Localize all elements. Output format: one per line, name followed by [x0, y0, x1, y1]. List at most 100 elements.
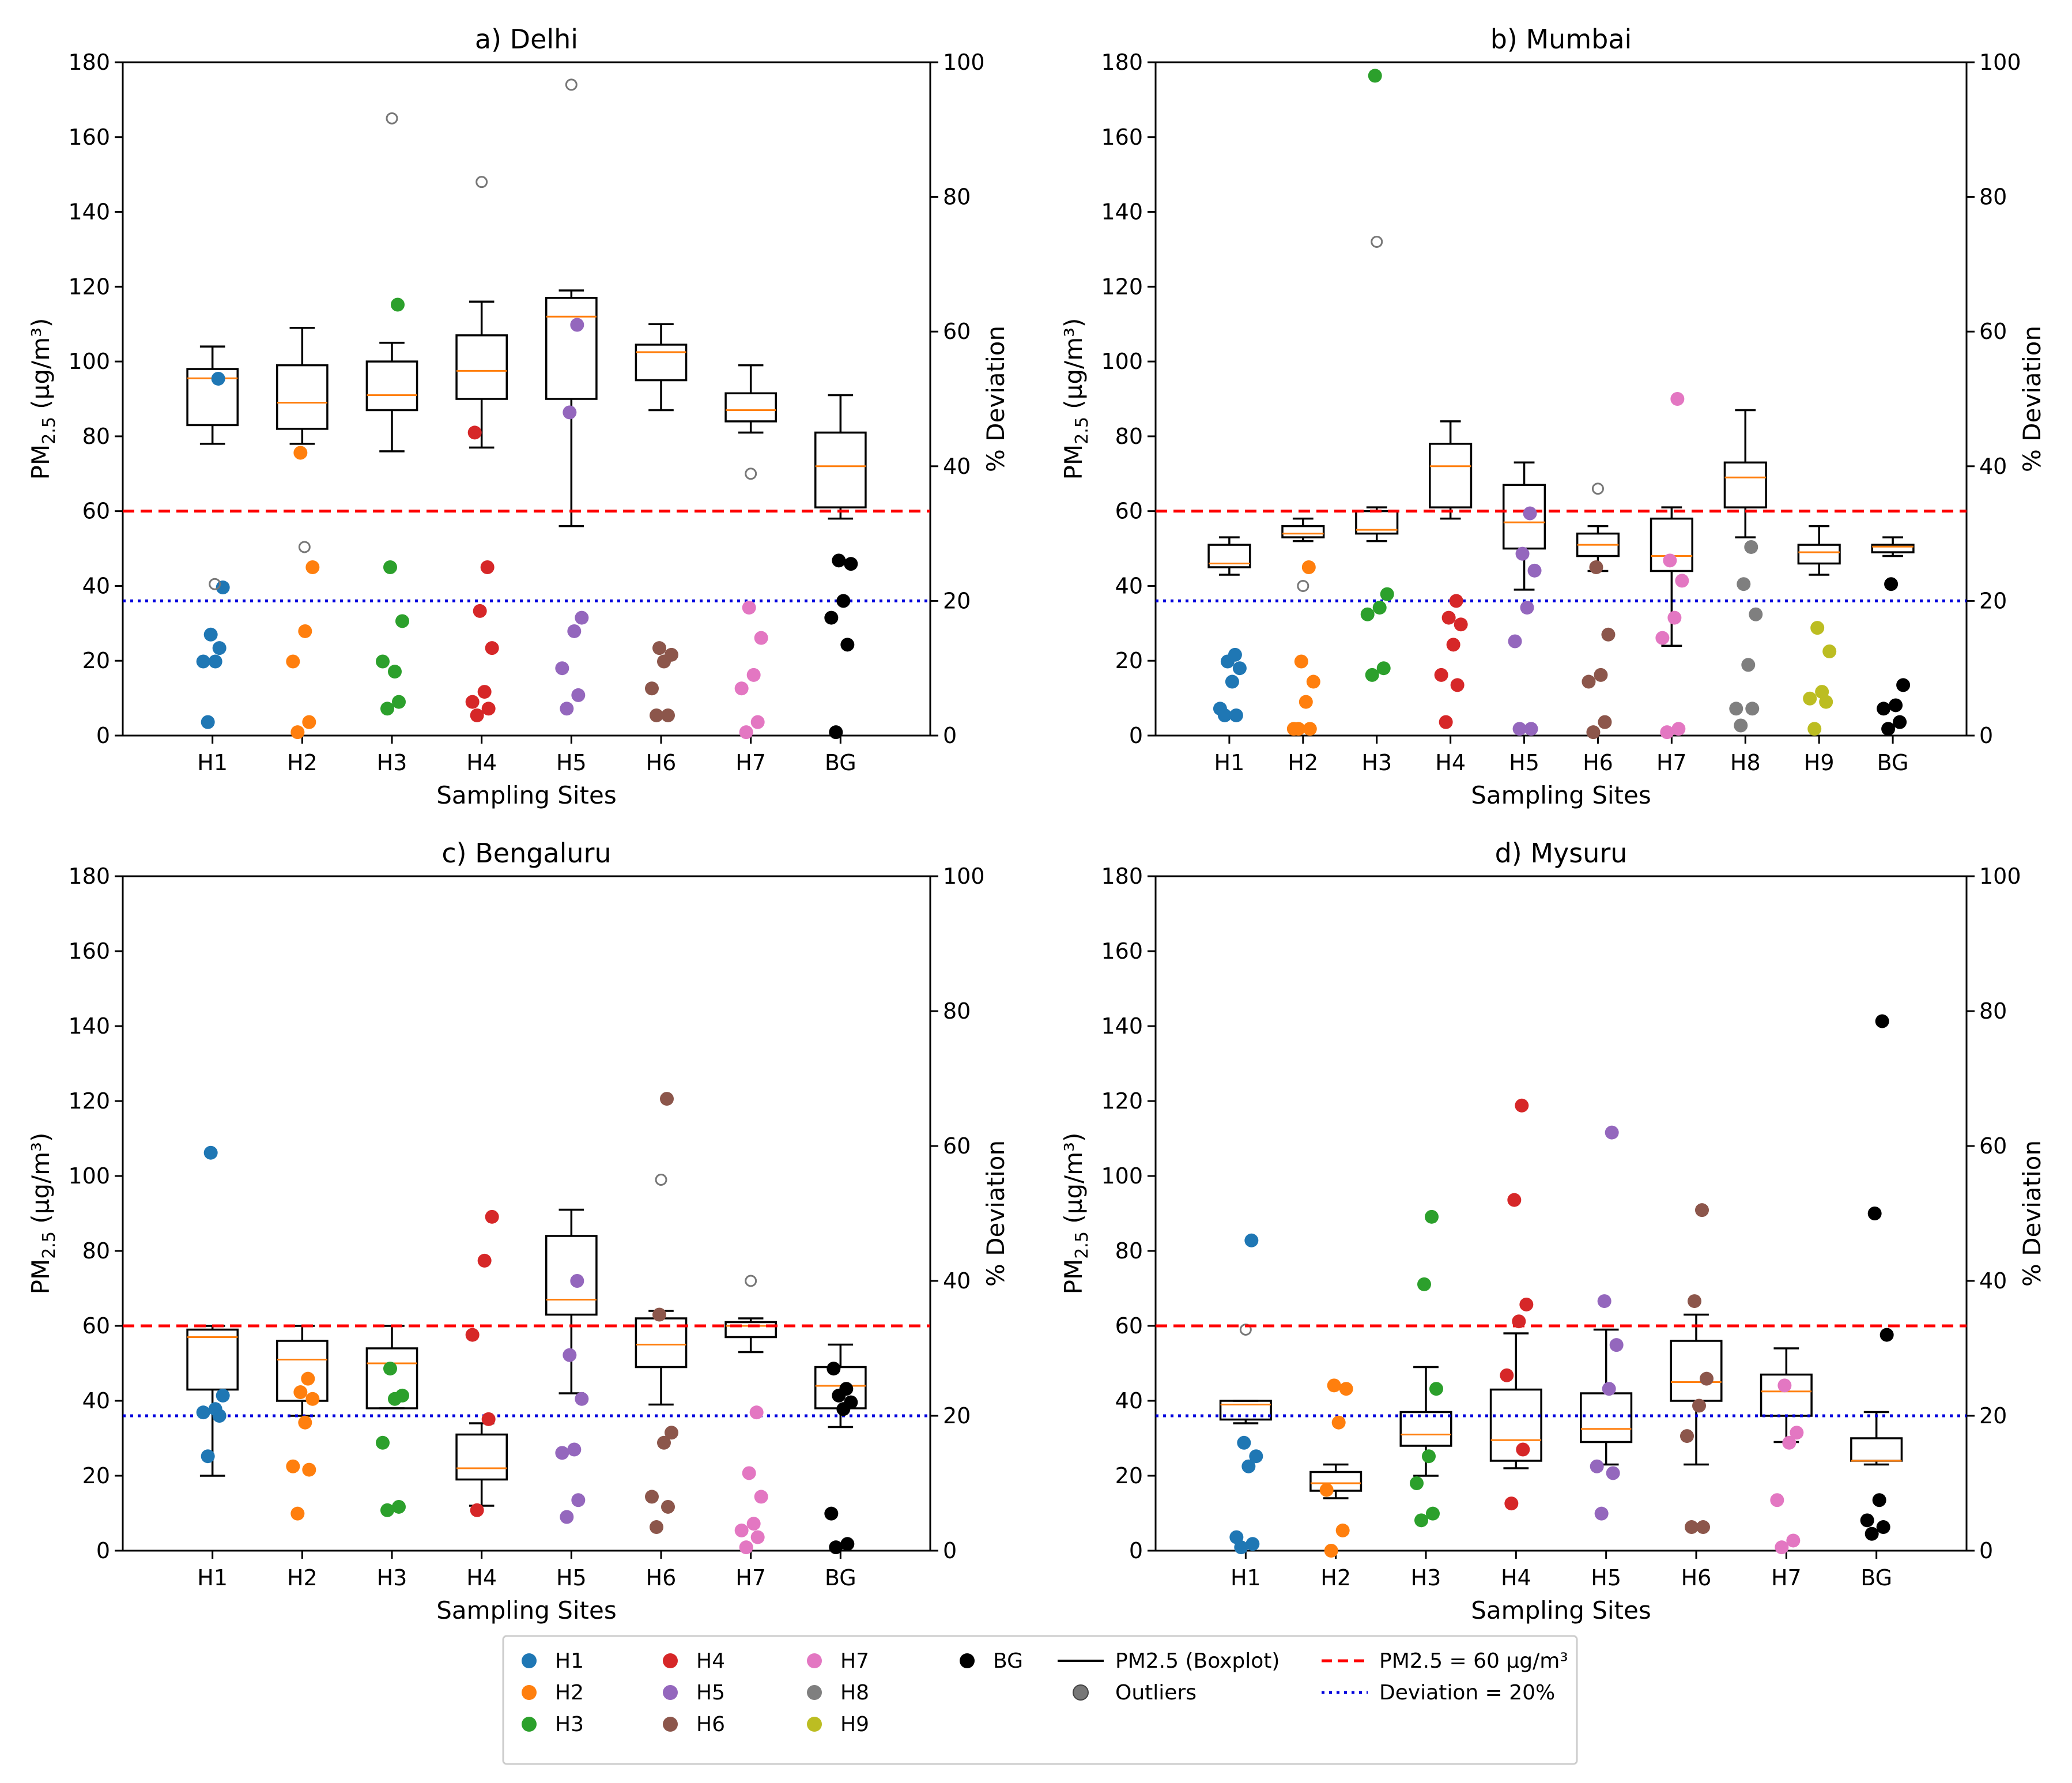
boxplot-outlier: [475, 176, 488, 189]
deviation-points-h5: [555, 318, 589, 716]
deviation-point: [1425, 1209, 1439, 1224]
iqr-box: [1723, 461, 1767, 508]
deviation-points-h3: [1360, 69, 1394, 682]
deviation-point: [839, 1382, 854, 1396]
left-tick-label: 160: [1101, 938, 1143, 964]
deviation-point: [746, 668, 761, 682]
deviation-points-h7: [734, 601, 768, 740]
x-tick-label: BG: [825, 750, 856, 775]
deviation-point: [1441, 610, 1456, 625]
left-tick-label: 120: [1101, 1088, 1143, 1114]
deviation-point: [211, 371, 225, 386]
deviation-points-h3: [376, 297, 409, 716]
deviation-points-h4: [465, 425, 499, 722]
deviation-point: [298, 1415, 312, 1430]
deviation-points-h4: [1434, 594, 1468, 729]
deviation-point: [290, 725, 305, 740]
deviation-point: [298, 624, 312, 638]
deviation-point: [203, 627, 218, 642]
deviation-point: [754, 631, 768, 645]
y-axis-label: PM2.5 (µg/m³): [27, 318, 59, 480]
deviation-points-h5: [555, 1274, 589, 1524]
iqr-box: [186, 1328, 239, 1391]
legend-label-h9: H9: [840, 1713, 869, 1736]
deviation-point: [754, 1490, 768, 1504]
deviation-points-h8: [1729, 540, 1763, 733]
deviation-point: [571, 688, 586, 702]
right-tick-label: 20: [943, 588, 971, 613]
iqr-box: [545, 297, 598, 400]
right-tick-label: 100: [943, 50, 985, 75]
x-axis-label: Sampling Sites: [1471, 781, 1651, 809]
x-tick-label: H9: [1804, 750, 1835, 775]
deviation-point: [1417, 1277, 1431, 1291]
deviation-point: [485, 641, 499, 655]
deviation-point: [392, 1499, 406, 1514]
deviation-point: [1228, 647, 1242, 662]
x-tick-label: H5: [556, 750, 587, 775]
left-tick-label: 160: [1101, 125, 1143, 150]
deviation-point: [571, 1493, 586, 1507]
left-tick-label: 160: [68, 938, 110, 964]
deviation-point: [1508, 634, 1522, 649]
deviation-point: [1881, 722, 1896, 736]
deviation-point: [201, 715, 215, 729]
deviation-point: [1700, 1371, 1714, 1386]
deviation-point: [1439, 715, 1453, 729]
deviation-point: [1524, 722, 1538, 736]
deviation-point: [1507, 1193, 1522, 1207]
deviation-point: [1810, 621, 1825, 635]
right-tick-label: 40: [943, 1268, 971, 1294]
right-tick-label: 0: [943, 723, 957, 748]
deviation-point: [1410, 1476, 1424, 1490]
left-tick-label: 80: [1115, 1238, 1143, 1264]
left-tick-label: 100: [68, 349, 110, 374]
x-tick-label: H7: [1771, 1565, 1802, 1590]
boxplot-h3: [1355, 235, 1399, 542]
deviation-point: [1586, 725, 1601, 740]
boxplot-h7: [724, 364, 778, 480]
deviation-point: [1512, 722, 1527, 736]
deviation-point: [1360, 607, 1375, 621]
boxplot-h2: [1309, 1463, 1363, 1499]
deviation-point: [1500, 1368, 1514, 1382]
deviation-point: [1670, 392, 1685, 406]
iqr-box: [1399, 1411, 1452, 1447]
deviation-point: [305, 560, 320, 574]
deviation-point: [1663, 553, 1677, 568]
plot-frame: [122, 61, 931, 737]
left-tick-label: 80: [82, 424, 110, 449]
deviation-point: [1685, 1520, 1699, 1535]
deviation-point: [650, 1520, 663, 1535]
deviation-point: [1688, 1294, 1701, 1309]
iqr-box: [635, 344, 688, 382]
left-tick-label: 20: [82, 1463, 110, 1488]
x-tick-label: H2: [287, 750, 318, 775]
deviation-point: [383, 560, 397, 574]
iqr-box: [1797, 544, 1841, 565]
deviation-point: [734, 1523, 749, 1537]
x-tick-label: H5: [556, 1565, 587, 1590]
deviation-point: [1294, 654, 1308, 669]
deviation-point: [1368, 69, 1382, 83]
deviation-point: [1515, 546, 1530, 561]
left-tick-label: 20: [1115, 1463, 1143, 1488]
deviation-point: [665, 1426, 678, 1440]
iqr-box: [275, 1340, 329, 1402]
right-tick-label: 100: [1979, 864, 2021, 889]
left-tick-label: 120: [68, 1088, 110, 1114]
deviation-point: [1527, 563, 1542, 578]
deviation-point: [1770, 1493, 1784, 1507]
right-tick-label: 60: [943, 319, 971, 344]
right-tick-label: 80: [1979, 184, 2007, 210]
deviation-point: [1609, 1338, 1624, 1352]
iqr-box: [186, 368, 239, 427]
deviation-point: [470, 1503, 484, 1517]
x-tick-label: H4: [1435, 750, 1466, 775]
deviation-point: [1749, 607, 1763, 621]
deviation-points-h6: [1582, 560, 1616, 740]
deviation-point: [567, 1442, 582, 1457]
deviation-point: [1454, 617, 1468, 632]
boxplot-h2: [1281, 517, 1325, 592]
deviation-point: [1692, 1398, 1706, 1413]
